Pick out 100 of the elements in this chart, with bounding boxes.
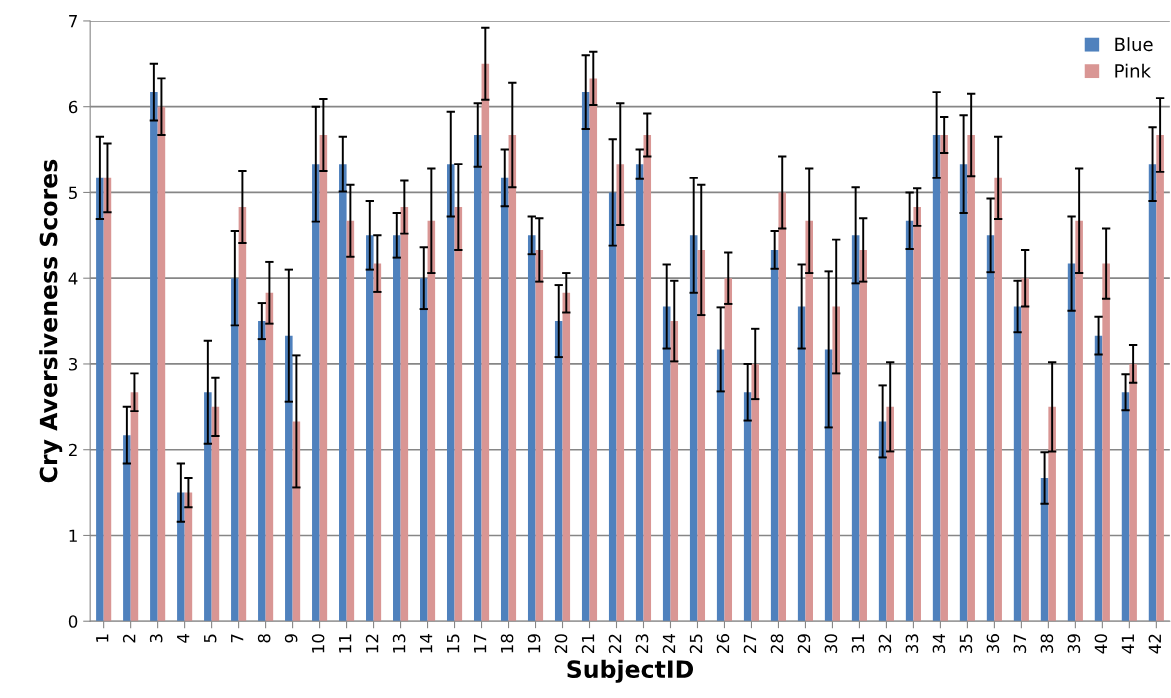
bar [393,235,401,622]
bar [231,278,239,622]
bar [1129,363,1137,622]
bar [832,306,840,622]
bar [346,220,355,622]
bar [778,192,787,622]
x-tick-label: 35 [959,634,973,653]
y-tick-label: 3 [69,357,78,371]
bar [886,406,894,622]
bar [177,492,185,622]
bar [366,235,374,622]
x-tick-label: 39 [1067,634,1081,653]
bar [1121,392,1130,622]
bar [994,177,1002,622]
bar [238,207,247,622]
bar [1148,164,1157,622]
bar [258,321,266,622]
bar [373,263,382,622]
bar [500,177,509,622]
x-tick-label: 20 [554,634,568,654]
y-tick-label: 6 [68,100,78,114]
bar [1156,134,1164,622]
x-tick-label: 9 [284,634,298,643]
bar [150,92,158,622]
bar [751,363,760,622]
y-axis-title: Cry Aversiveness Scores [39,159,63,483]
bar [123,435,131,622]
bar [589,78,598,622]
bar [608,192,617,622]
bar [1094,335,1103,622]
bar [643,134,652,622]
x-tick-label: 7 [231,634,244,643]
x-axis-title: SubjectID [567,659,694,683]
x-tick-label: 10 [311,634,325,653]
x-tick-label: 33 [905,634,919,653]
bar [1048,406,1056,622]
bar [967,134,975,622]
x-tick-label: 1 [96,634,109,642]
x-tick-label: 21 [581,634,595,654]
bar [1102,263,1110,622]
bar [581,92,590,622]
bar [670,321,679,622]
bar [265,292,274,622]
x-tick-label: 15 [447,634,460,653]
legend-label: Blue [1115,37,1153,52]
bar [770,249,779,622]
x-tick-label: 29 [797,634,811,654]
x-tick-label: 38 [1040,634,1054,653]
x-tick-label: 18 [500,634,514,653]
bar [697,249,706,622]
bar [447,164,455,622]
x-tick-label: 22 [608,634,622,654]
x-tick-label: 5 [204,634,217,643]
x-tick-label: 12 [365,634,379,653]
y-tick-label: 7 [69,15,77,28]
bar [285,335,293,622]
bar [319,134,328,622]
x-tick-label: 41 [1121,634,1134,654]
bar [527,235,536,622]
bar [420,278,428,622]
x-tick-label: 3 [149,634,163,643]
bar [157,106,166,622]
bar [554,321,563,622]
bar [103,177,112,622]
bar [913,207,921,622]
bar [859,249,867,622]
x-tick-label: 32 [878,634,892,653]
bar [562,292,571,622]
bar [481,63,490,622]
x-tick-label: 23 [635,634,649,654]
x-tick-label: 8 [257,634,271,643]
legend-label: Pink [1115,63,1151,78]
x-tick-label: 40 [1094,634,1108,654]
x-tick-label: 19 [527,634,541,653]
x-tick-label: 28 [770,634,784,654]
x-tick-label: 25 [689,634,703,654]
bar [932,134,941,622]
y-tick-label: 0 [68,615,78,628]
x-tick-label: 37 [1013,634,1027,653]
bar [96,177,104,622]
bar [986,235,995,622]
x-tick-label: 14 [420,633,433,653]
y-tick-label: 1 [69,529,77,542]
y-tick-label: 2 [68,443,77,457]
x-tick-label: 4 [177,633,190,643]
bar [1013,306,1022,622]
bar [400,207,409,622]
x-tick-label: 30 [824,634,838,653]
x-tick-label: 27 [743,634,757,654]
bar [635,164,644,622]
x-tick-label: 34 [932,633,946,653]
bar [905,220,914,622]
x-tick-label: 31 [851,634,865,653]
bar [339,164,347,622]
bar [1021,278,1029,622]
x-tick-label: 24 [662,633,676,654]
bar [535,249,544,622]
x-tick-label: 36 [986,634,1000,653]
x-tick-label: 13 [392,634,406,653]
x-tick-label: 42 [1148,634,1161,654]
